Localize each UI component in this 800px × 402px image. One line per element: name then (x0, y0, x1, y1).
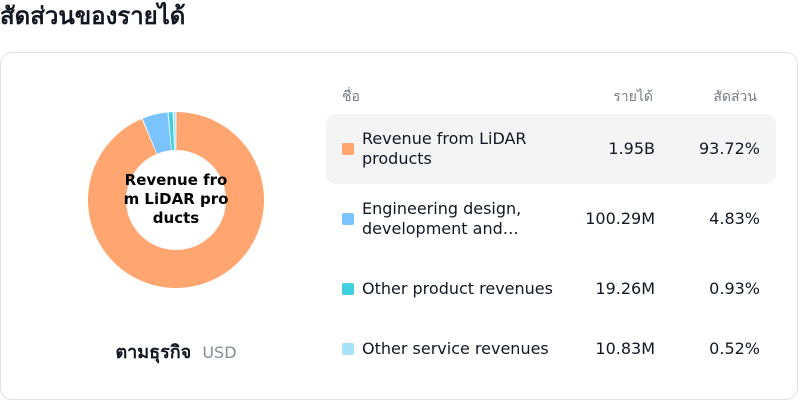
row-share: 4.83% (709, 209, 760, 228)
table-row[interactable]: Engineering design, development and… 100… (326, 184, 776, 254)
row-share: 0.52% (709, 339, 760, 358)
row-name: Other product revenues (362, 279, 553, 298)
column-header-share: สัดส่วน (713, 89, 757, 105)
row-name: Engineering design, development and… (362, 199, 522, 238)
table-row[interactable]: Other service revenues 10.83M 0.52% (326, 314, 776, 384)
column-header-name: ชื่อ (342, 89, 360, 105)
row-revenue: 19.26M (595, 279, 655, 298)
donut-slice-engineering-design-development-and[interactable] (142, 112, 172, 154)
page-title: สัดส่วนของรายได้ (0, 2, 186, 30)
row-revenue: 1.95B (608, 139, 655, 158)
column-header-revenue: รายได้ (613, 89, 653, 105)
donut-chart: Revenue from LiDAR products (87, 111, 265, 289)
legend-swatch (342, 343, 354, 355)
legend-swatch (342, 143, 354, 155)
donut-slice-other-product-revenues[interactable] (168, 112, 175, 151)
donut-slice-revenue-from-lidar-products[interactable] (88, 112, 264, 288)
legend-swatch (342, 283, 354, 295)
row-revenue: 10.83M (595, 339, 655, 358)
legend-swatch (342, 213, 354, 225)
row-share: 0.93% (709, 279, 760, 298)
row-share: 93.72% (698, 139, 760, 158)
donut-slice-other-service-revenues[interactable] (173, 112, 176, 151)
donut-center-label: Revenue from LiDAR products (123, 171, 229, 227)
revenue-breakdown-card: Revenue from LiDAR products ตามธุรกิจ US… (0, 52, 798, 400)
chart-caption: ตามธุรกิจ USD (1, 337, 351, 366)
row-name: Revenue from LiDAR products (362, 129, 527, 168)
row-name: Other service revenues (362, 339, 549, 358)
caption-unit: USD (202, 343, 237, 362)
row-revenue: 100.29M (585, 209, 655, 228)
caption-label: ตามธุรกิจ (115, 342, 192, 363)
table-row[interactable]: Revenue from LiDAR products 1.95B 93.72% (326, 114, 776, 184)
table-row[interactable]: Other product revenues 19.26M 0.93% (326, 254, 776, 324)
donut-svg (88, 112, 264, 288)
